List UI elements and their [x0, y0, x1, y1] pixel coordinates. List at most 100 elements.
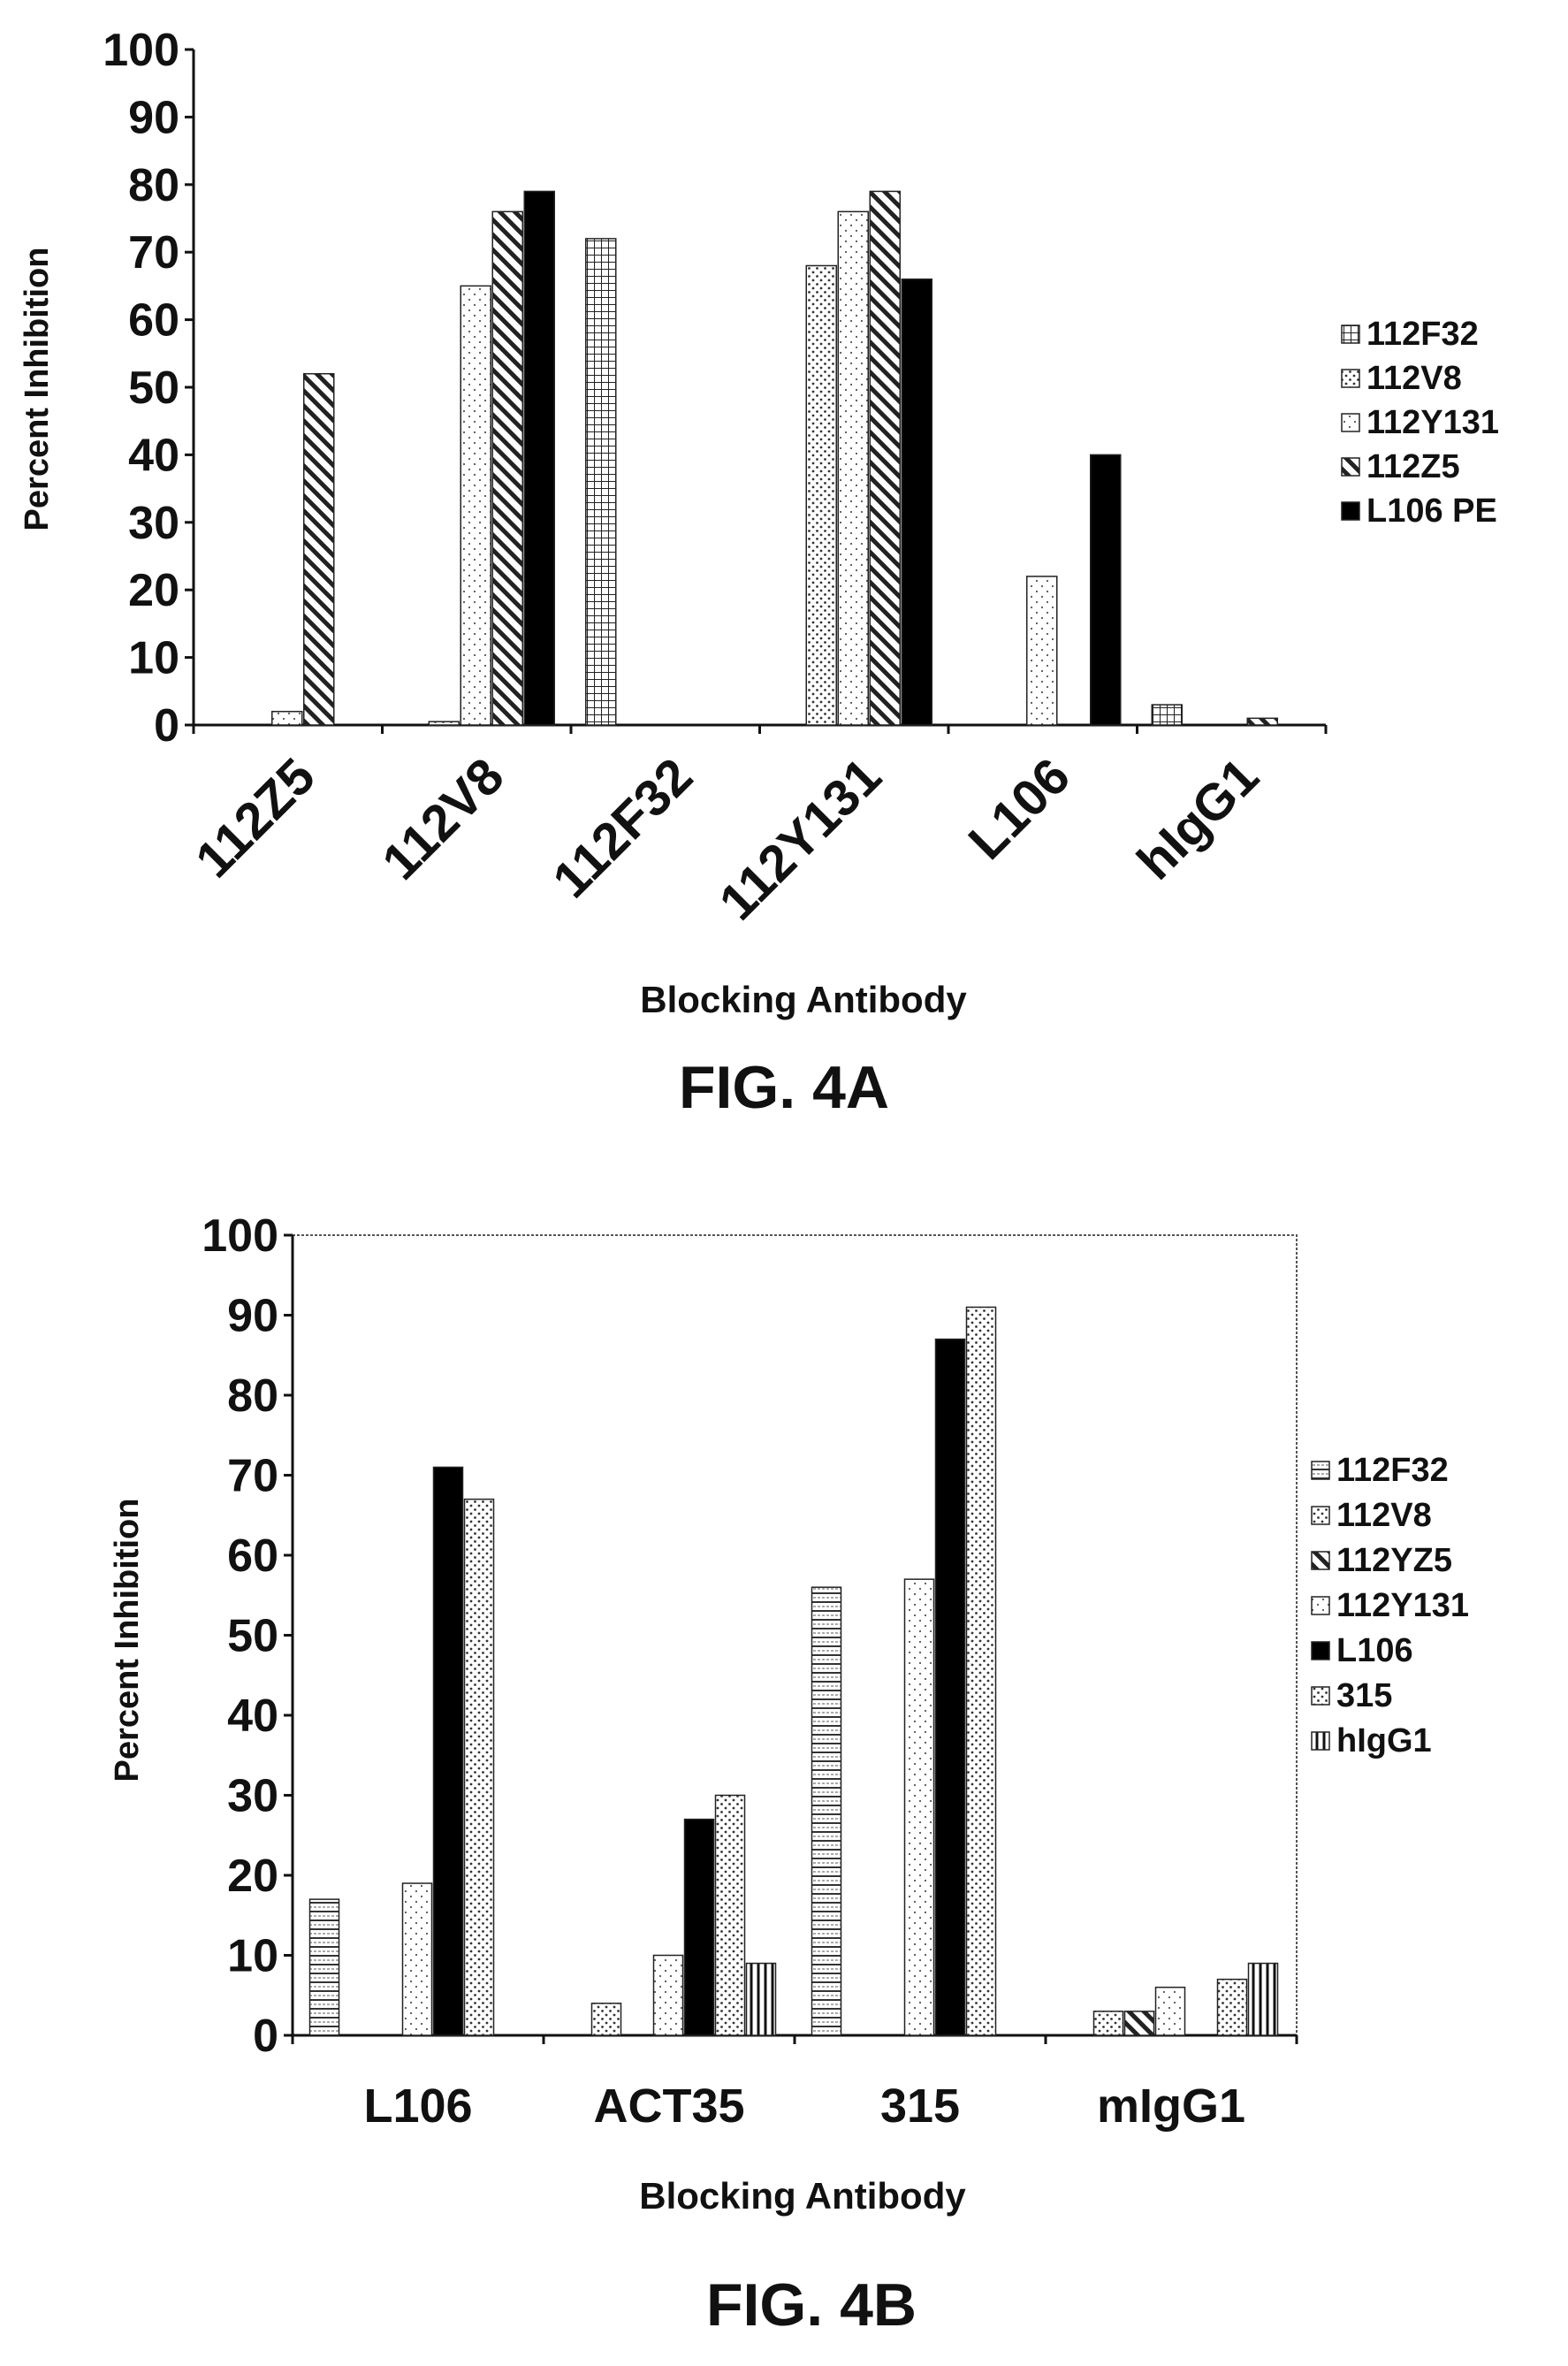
y-tick-label: 50	[128, 363, 179, 414]
legend-item: hIgG1	[1311, 1722, 1432, 1759]
y-tick-label: 0	[253, 2011, 278, 2062]
category-label: mIgG1	[1097, 2080, 1245, 2133]
legend-label: 112F32	[1336, 1452, 1449, 1489]
legend-item: 112V8	[1311, 1497, 1432, 1534]
y-tick-label: 100	[202, 1210, 278, 1262]
y-tick-label: 10	[227, 1931, 278, 1982]
x-axis-label-4b: Blocking Antibody	[639, 2175, 966, 2217]
y-tick-label: 20	[227, 1851, 278, 1902]
y-tick-label: 30	[227, 1771, 278, 1822]
bar-112v8	[805, 264, 837, 726]
y-tick-label: 70	[128, 227, 179, 279]
y-tick-label: 20	[128, 565, 179, 616]
legend-swatch	[1341, 501, 1360, 521]
legend-swatch	[1311, 1551, 1330, 1570]
y-tick-label: 80	[128, 160, 179, 211]
x-axis-label-4a: Blocking Antibody	[640, 979, 967, 1020]
bar-112y131	[652, 1954, 684, 2036]
y-tick-label: 40	[128, 430, 179, 481]
category-label: L106	[363, 2080, 472, 2133]
y-tick-label: 90	[128, 92, 179, 143]
bar-l106	[934, 1338, 966, 2036]
bar-112y131	[460, 285, 491, 726]
legend-label: 112Y131	[1366, 404, 1499, 441]
x-ticks-4b	[291, 2035, 1298, 2044]
x-ticks-4a	[192, 725, 1328, 734]
bar-112y131	[903, 1578, 935, 2036]
plot-frame-4b	[292, 1234, 1298, 2036]
bar-112z5	[869, 190, 901, 726]
y-tick-label: 80	[227, 1370, 278, 1422]
bar-112y131	[271, 710, 303, 726]
bar-112z5	[303, 372, 335, 726]
legend-item: 315	[1311, 1677, 1392, 1714]
legend-label: L106	[1336, 1632, 1413, 1669]
legend-item: 112V8	[1341, 360, 1462, 397]
y-tick-label: 10	[128, 633, 179, 684]
y-tick-label: 90	[227, 1291, 278, 1342]
category-label: hIgG1	[1126, 747, 1269, 890]
category-label: 315	[880, 2080, 960, 2133]
bar-l106	[683, 1818, 715, 2036]
figure-label-4a: FIG. 4A	[679, 1054, 889, 1121]
bar-315	[965, 1306, 997, 2036]
bar-112y131	[1026, 576, 1058, 726]
legend-swatch	[1311, 1686, 1330, 1706]
y-axis-label-4b: Percent Inhibition	[109, 1499, 146, 1782]
bar-112y131	[401, 1882, 433, 2036]
category-label: 112Z5	[185, 747, 326, 889]
legend-label: 315	[1336, 1677, 1392, 1714]
legend-swatch	[1311, 1506, 1330, 1525]
legend-item: 112Y131	[1311, 1587, 1469, 1624]
legend-swatch	[1311, 1731, 1330, 1751]
y-tick-label: 60	[128, 295, 179, 347]
legend-swatch	[1341, 324, 1360, 344]
legend-label: 112Z5	[1366, 448, 1460, 485]
bar-l106-pe	[523, 190, 555, 726]
chart-4b: 0 10 20 30 40 50 60 70 80 90 100 L106 ACT35 315 mIgG1…	[109, 1210, 1469, 2339]
y-tick-label: 50	[227, 1611, 278, 1662]
bar-112f32	[1151, 704, 1183, 726]
legend-label: L106 PE	[1366, 492, 1497, 530]
bar-315	[714, 1794, 746, 2036]
bar-112yz5	[1123, 2011, 1155, 2036]
legend-swatch	[1341, 457, 1360, 477]
bar-315	[463, 1498, 495, 2036]
legend-item: 112F32	[1311, 1452, 1449, 1489]
bar-112v8	[1092, 2011, 1124, 2036]
bar-315	[1216, 1978, 1248, 2036]
legend-swatch	[1341, 369, 1360, 388]
y-tick-label: 100	[103, 25, 179, 76]
y-axis-label-4a: Percent Inhibition	[19, 248, 56, 531]
bar-112z5	[1246, 717, 1278, 726]
bar-l106-pe	[1090, 454, 1122, 726]
category-label: 112V8	[371, 747, 514, 890]
category-label: 112F32	[542, 747, 704, 909]
legend-label: 112Y131	[1336, 1587, 1469, 1624]
bar-112v8	[428, 721, 460, 726]
y-ticks-4b: 0 10 20 30 40 50 60 70 80 90 100	[202, 1210, 293, 2062]
figure-label-4b: FIG. 4B	[706, 2271, 917, 2339]
legend-item: 112Z5	[1341, 448, 1460, 485]
y-tick-label: 0	[154, 700, 179, 752]
bar-112y131	[837, 210, 869, 726]
bar-112f32	[585, 238, 617, 726]
category-label: 112Y131	[709, 747, 893, 931]
legend-label: 112V8	[1336, 1497, 1432, 1534]
y-tick-label: 40	[227, 1691, 278, 1742]
bar-higg1	[745, 1962, 777, 2036]
y-tick-label: 60	[227, 1530, 278, 1582]
bar-112y131	[1154, 1986, 1186, 2036]
category-labels-4b: L106 ACT35 315 mIgG1	[363, 2080, 1245, 2133]
legend-4a: 112F32 112V8 112Y131 112Z5 L106 PE	[1341, 316, 1499, 530]
legend-swatch	[1311, 1641, 1330, 1660]
bar-112f32	[308, 1898, 340, 2036]
bar-112v8	[590, 2003, 622, 2036]
legend-item: L106 PE	[1341, 492, 1497, 530]
legend-label: 112V8	[1366, 360, 1462, 397]
bar-112f32	[811, 1586, 842, 2036]
y-tick-label: 30	[128, 498, 179, 549]
y-tick-label: 70	[227, 1451, 278, 1502]
